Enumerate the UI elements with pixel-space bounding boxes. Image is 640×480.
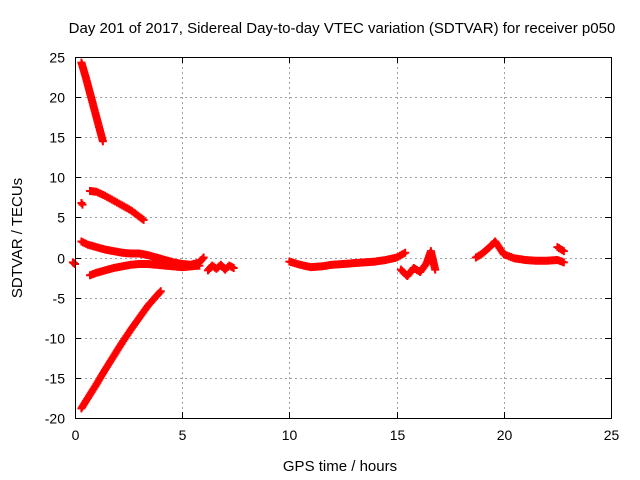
y-tick-label: -5 bbox=[53, 291, 66, 307]
y-tick-label: 20 bbox=[49, 90, 65, 106]
data-point-marker bbox=[98, 137, 107, 146]
data-point-marker bbox=[559, 247, 568, 256]
y-tick-label: -20 bbox=[45, 411, 65, 427]
x-tick-label: 0 bbox=[72, 427, 80, 443]
x-tick-label: 25 bbox=[604, 427, 620, 443]
grid-lines bbox=[75, 57, 611, 418]
data-point-marker bbox=[155, 288, 164, 297]
y-axis-title: SDTVAR / TECUs bbox=[9, 178, 26, 298]
plot-frame bbox=[75, 57, 612, 419]
x-tick-label: 15 bbox=[390, 427, 406, 443]
y-tick-label: 10 bbox=[49, 170, 65, 186]
axis-ticks: 0 5 10 15 20 25 -20 -15 -10 -5 0 5 10 15 20 25 bbox=[45, 50, 620, 444]
y-tick-label: 0 bbox=[57, 251, 65, 267]
data-point-marker bbox=[139, 215, 148, 224]
data-point-marker bbox=[558, 246, 567, 255]
data-point-marker bbox=[401, 248, 410, 257]
data-point-marker bbox=[431, 265, 440, 274]
y-tick-label: 15 bbox=[49, 130, 65, 146]
chart-title: Day 201 of 2017, Sidereal Day-to-day VTE… bbox=[69, 20, 616, 37]
data-point-marker bbox=[138, 214, 147, 223]
y-tick-label: 5 bbox=[57, 210, 65, 226]
data-point-marker bbox=[229, 263, 238, 272]
y-tick-label: -15 bbox=[45, 371, 65, 387]
y-tick-label: -10 bbox=[45, 331, 65, 347]
data-point-marker bbox=[77, 199, 86, 208]
x-tick-label: 20 bbox=[497, 427, 513, 443]
x-tick-label: 5 bbox=[179, 427, 187, 443]
x-axis-title: GPS time / hours bbox=[283, 458, 397, 475]
data-point-marker bbox=[559, 258, 568, 267]
data-point-marker bbox=[195, 261, 204, 270]
data-point-marker bbox=[156, 287, 165, 296]
data-point-marker bbox=[78, 200, 87, 209]
data-markers bbox=[68, 58, 568, 413]
y-tick-label: 25 bbox=[49, 50, 65, 66]
x-tick-label: 10 bbox=[282, 427, 298, 443]
data-point-marker bbox=[198, 254, 207, 263]
data-point-marker bbox=[199, 253, 208, 262]
